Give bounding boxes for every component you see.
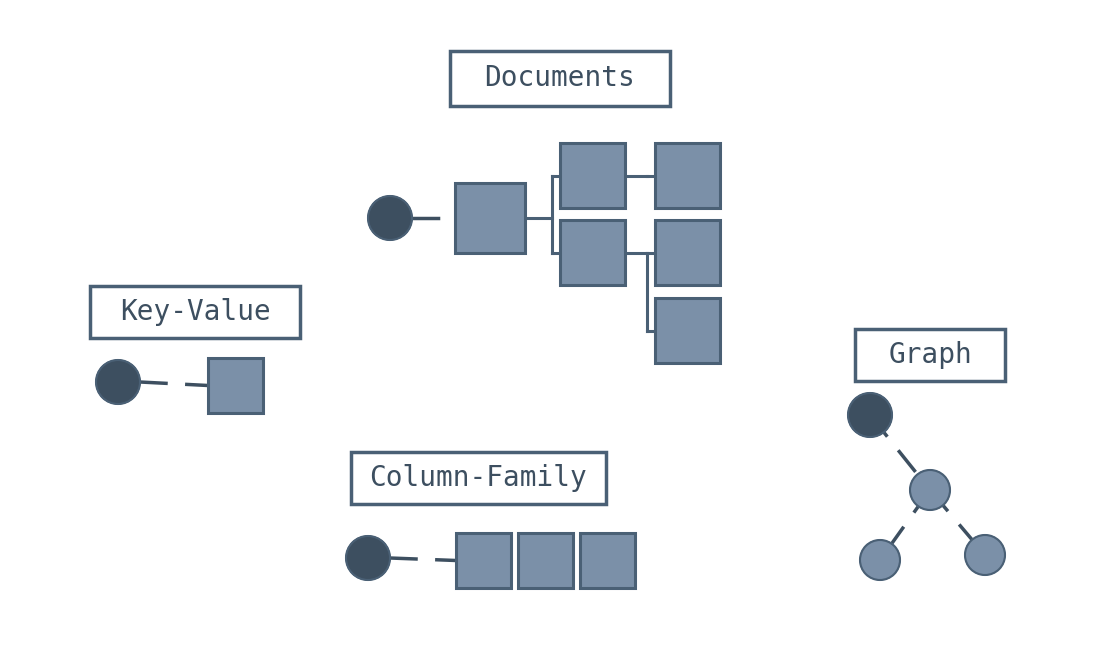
Circle shape xyxy=(848,393,892,437)
Bar xyxy=(90,286,300,338)
Bar xyxy=(855,329,1005,381)
Text: Graph: Graph xyxy=(888,341,972,369)
Text: Documents: Documents xyxy=(485,64,635,92)
Circle shape xyxy=(909,470,950,510)
Bar xyxy=(517,533,573,588)
Bar xyxy=(456,533,511,588)
Circle shape xyxy=(368,196,412,240)
Bar xyxy=(655,298,720,363)
Text: Column-Family: Column-Family xyxy=(370,464,587,492)
Bar xyxy=(560,220,625,285)
Bar xyxy=(450,50,670,106)
Text: Key-Value: Key-Value xyxy=(120,298,270,326)
Bar xyxy=(560,143,625,208)
Bar xyxy=(455,183,525,253)
Circle shape xyxy=(965,535,1005,575)
Bar xyxy=(655,143,720,208)
Circle shape xyxy=(96,360,140,404)
Bar xyxy=(655,220,720,285)
Bar xyxy=(351,452,606,504)
Circle shape xyxy=(346,536,390,580)
Bar xyxy=(208,358,263,413)
Circle shape xyxy=(860,540,900,580)
Bar xyxy=(580,533,635,588)
